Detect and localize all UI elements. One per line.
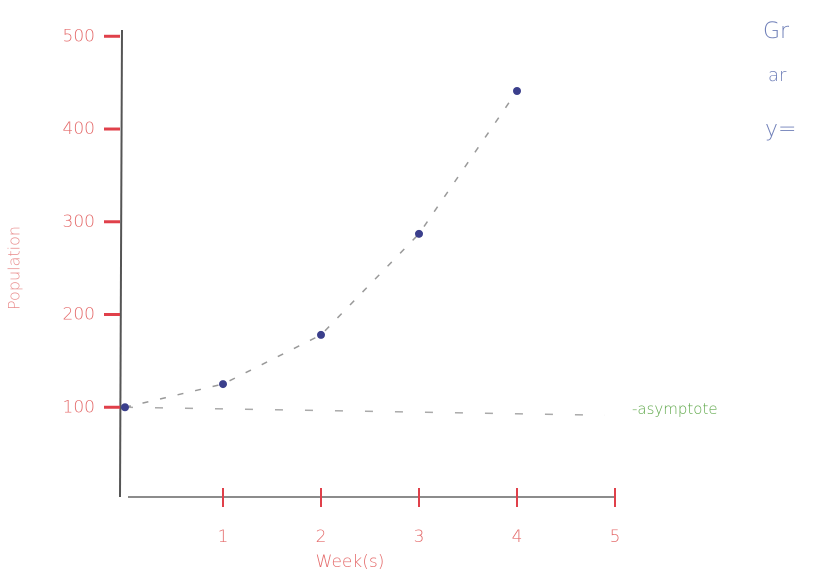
note: y= [765,117,796,142]
x-tick-label: 2 [316,527,327,547]
point [317,330,325,339]
y-tick-label: 100 [63,397,95,417]
trend-curve [124,90,518,408]
y-tick-label: 400 [63,119,95,139]
y-tick-label: 300 [63,212,95,232]
point [121,403,129,412]
x-tick-label: 3 [414,527,425,547]
x-tick-label: 5 [610,527,621,547]
y-tick-label: 200 [63,305,95,325]
point [219,380,227,389]
x-axis-label: Week(s) [316,552,385,572]
asymptote-label: -asymptote [632,400,718,418]
note: Gr [763,19,790,44]
x-tick-label: 4 [512,527,523,547]
y-tick-label: 500 [63,26,95,46]
x-tick-label: 1 [218,527,229,547]
note: ar [768,65,787,86]
asymptote [124,406,606,417]
y-axis-label: Population [5,226,24,310]
point [513,86,521,95]
y-axis [119,29,123,498]
point [415,229,423,238]
